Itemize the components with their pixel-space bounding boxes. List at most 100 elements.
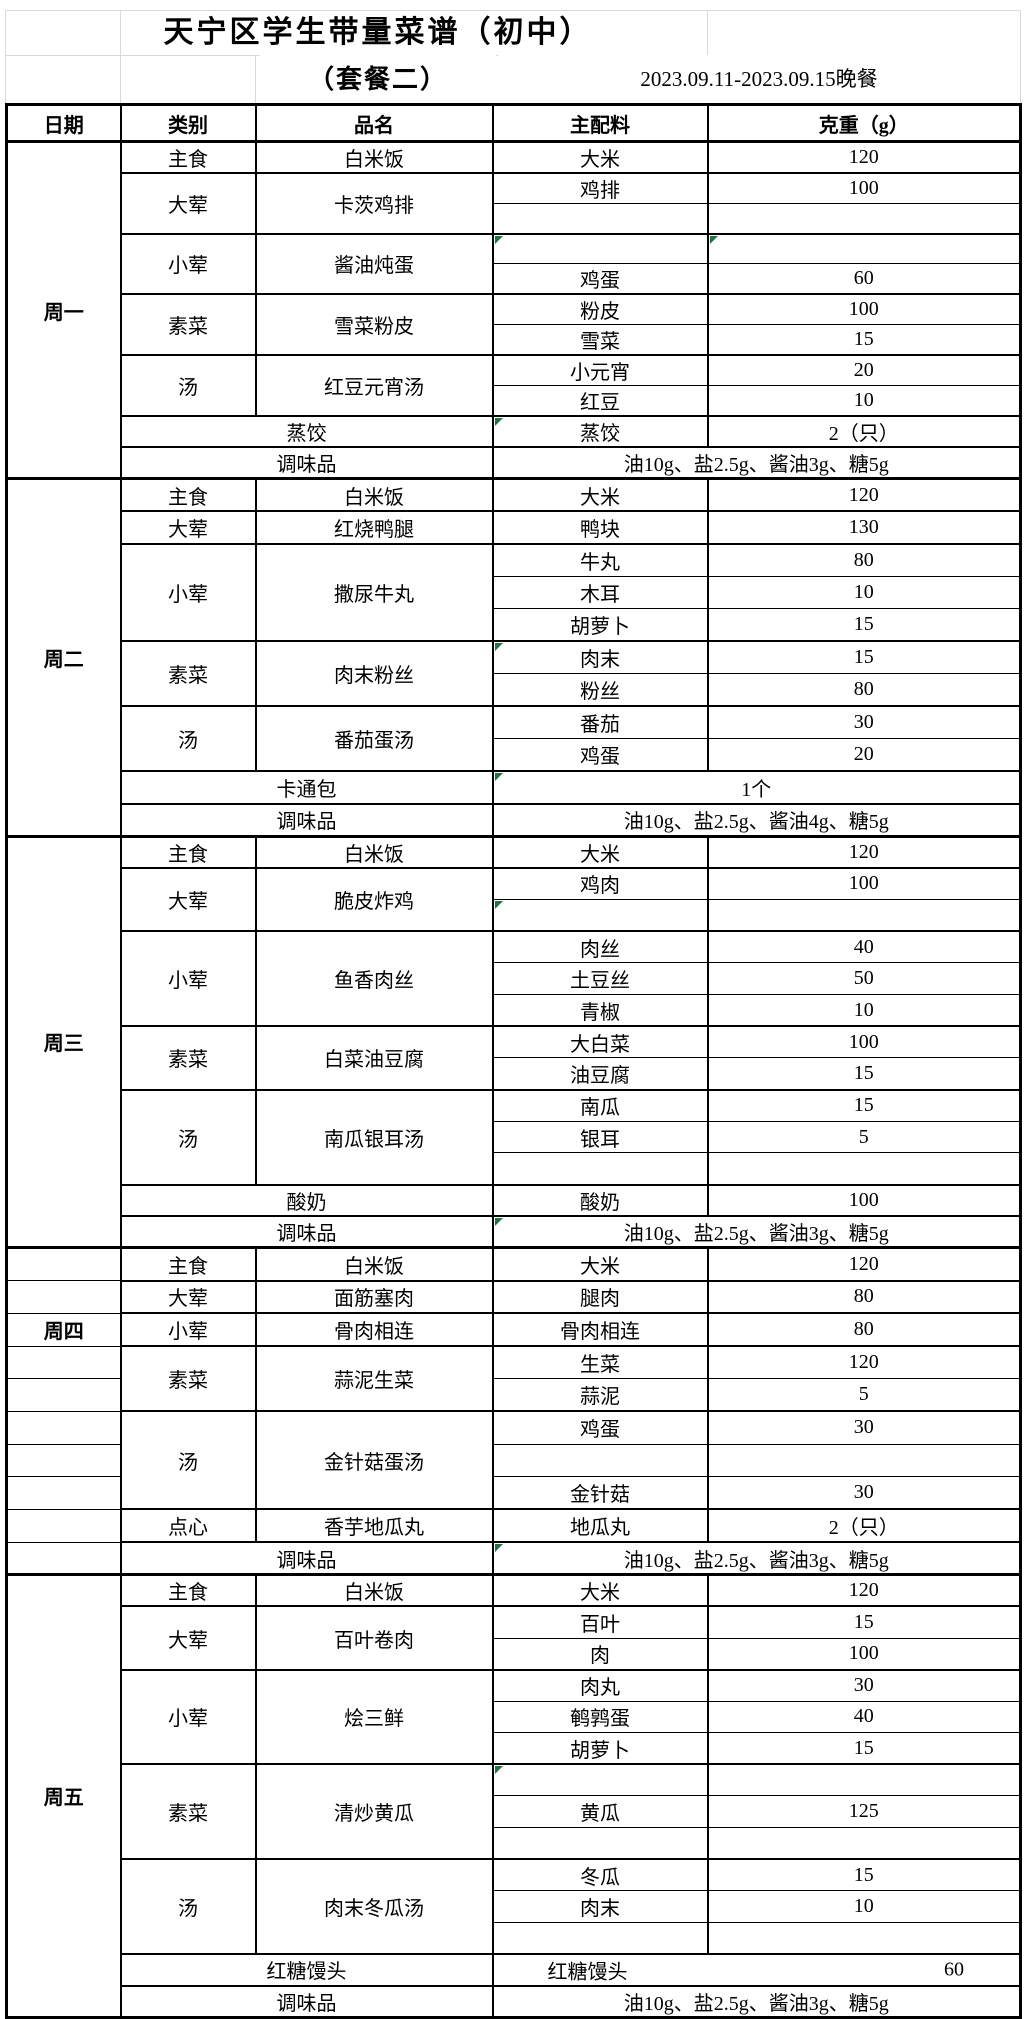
menu-row: 卡通包 1个 <box>7 770 1022 804</box>
dish-cell: 白米饭 <box>254 140 494 174</box>
ingredient-cell <box>491 1763 709 1797</box>
merged-value-cell: 油10g、盐2.5g、酱油3g、糖5g <box>491 1541 1022 1576</box>
ingredient-cell: 大米 <box>491 834 709 869</box>
menu-row: 红豆 10 <box>7 385 1022 417</box>
menu-row: 黄瓜 125 <box>7 1795 1022 1829</box>
ingredient-cell: 鸡蛋 <box>491 738 709 772</box>
ingredient-cell: 鹌鹑蛋 <box>491 1700 709 1734</box>
merged-value-cell: 油10g、盐2.5g、酱油3g、糖5g <box>491 446 1022 479</box>
weight-cell <box>706 898 1022 932</box>
category-cell: 汤 <box>119 1088 257 1186</box>
menu-row: 蒸饺 蒸饺 2（只） <box>7 415 1022 448</box>
weight-cell: 30 <box>706 1668 1022 1702</box>
menu-row: 大荤 面筋塞肉 腿肉 80 <box>5 1279 1022 1314</box>
category-cell: 小荤 <box>119 232 257 295</box>
category-cell: 汤 <box>119 705 257 772</box>
menu-row: 调味品 油10g、盐2.5g、酱油3g、糖5g <box>7 1984 1022 2018</box>
menu-row: 素菜 清炒黄瓜 <box>7 1763 1022 1860</box>
page-subtitle: （套餐二） <box>260 55 496 104</box>
weight-cell: 50 <box>706 962 1022 995</box>
dish-cell: 百叶卷肉 <box>254 1605 494 1671</box>
weight-cell: 120 <box>706 477 1022 512</box>
weight-cell: 20 <box>706 354 1022 386</box>
category-cell: 大荤 <box>119 172 257 234</box>
ingredient-cell: 青椒 <box>491 993 709 1027</box>
ingredient-cell: 地瓜丸 <box>491 1508 709 1543</box>
day-cell <box>5 1378 122 1412</box>
menu-row <box>7 898 1022 932</box>
menu-row: 肉 100 <box>7 1637 1022 1671</box>
weight-cell: 10 <box>706 575 1022 609</box>
ingredient-cell: 冬瓜 <box>491 1858 709 1892</box>
menu-row: 大荤 红烧鸭腿 鸭块 130 <box>7 510 1022 544</box>
ingredient-cell <box>491 1443 709 1478</box>
dish-cell: 白米饭 <box>254 834 494 869</box>
category-cell: 汤 <box>119 1410 257 1510</box>
weight-cell: 130 <box>706 510 1022 544</box>
weight-cell: 120 <box>706 140 1022 174</box>
category-cell: 主食 <box>119 1246 257 1282</box>
ingredient-cell: 肉末 <box>491 640 709 674</box>
menu-row: 汤番茄蛋汤 番茄 30 <box>7 705 1022 772</box>
ingredient-cell: 鸭块 <box>491 510 709 544</box>
menu-row: 油豆腐 15 <box>7 1057 1022 1090</box>
ingredient-cell: 番茄 <box>491 705 709 739</box>
ingredient-cell: 大米 <box>491 140 709 174</box>
extra-label-cell: 调味品 <box>119 446 494 479</box>
weight-cell: 80 <box>706 1312 1022 1347</box>
menu-row: 周一 主食 白米饭 大米 120 <box>5 140 1022 479</box>
menu-row: 调味品 油10g、盐2.5g、酱油3g、糖5g <box>5 1541 1022 1576</box>
ingredient-cell: 大米 <box>491 477 709 512</box>
weight-cell: 5 <box>706 1378 1022 1412</box>
category-cell: 小荤 <box>119 1312 257 1347</box>
weight-cell <box>706 1921 1022 1955</box>
ingredient-cell: 小元宵 <box>491 354 709 386</box>
weight-cell: 15 <box>706 1088 1022 1122</box>
ingredient-cell: 油豆腐 <box>491 1057 709 1090</box>
category-cell: 主食 <box>119 140 257 174</box>
menu-row: 鸡蛋 20 <box>7 738 1022 772</box>
menu-row: 调味品 油10g、盐2.5g、酱油3g、糖5g <box>7 1215 1022 1249</box>
menu-row: 调味品 油10g、盐2.5g、酱油4g、糖5g <box>7 802 1022 837</box>
weight-cell <box>706 1152 1022 1186</box>
day-cell: 周二 <box>5 477 122 837</box>
weight-cell: 15 <box>706 1605 1022 1639</box>
menu-row: 大荤 百叶卷肉 百叶 15 <box>7 1605 1022 1671</box>
menu-row: 鹌鹑蛋 40 <box>7 1700 1022 1734</box>
ingredient-cell: 粉丝 <box>491 673 709 707</box>
extra-label-cell: 红糖馒头 <box>119 1952 494 1987</box>
category-cell: 小荤 <box>119 1668 257 1765</box>
weight-cell: 30 <box>706 1410 1022 1445</box>
dish-cell: 鱼香肉丝 <box>254 930 494 1027</box>
weight-cell: 30 <box>706 705 1022 739</box>
menu-row: 调味品 油10g、盐2.5g、酱油3g、糖5g <box>7 446 1022 479</box>
ingredient-cell: 酸奶 <box>491 1183 709 1217</box>
dish-cell: 白米饭 <box>254 1573 494 1607</box>
ingredient-cell: 生菜 <box>491 1345 709 1380</box>
ingredient-cell: 鸡排 <box>491 172 709 204</box>
extra-label-cell: 酸奶 <box>119 1183 494 1217</box>
ingredient-cell: 牛丸 <box>491 542 709 577</box>
category-cell: 素菜 <box>119 293 257 356</box>
weight-cell: 100 <box>706 1025 1022 1059</box>
weight-cell: 120 <box>706 1246 1022 1282</box>
category-cell: 素菜 <box>119 640 257 707</box>
menu-row: 点心 香芋地瓜丸 地瓜丸 2（只） <box>5 1508 1022 1543</box>
extra-weight-value: 60 <box>944 1958 964 1981</box>
ingredient-cell: 雪菜 <box>491 324 709 356</box>
category-cell: 大荤 <box>119 1279 257 1314</box>
ingredient-cell: 金针菇 <box>491 1476 709 1510</box>
dish-cell: 白米饭 <box>254 1246 494 1282</box>
menu-row: 周二 主食 白米饭 大米 120 <box>5 477 1022 837</box>
weight-cell: 40 <box>706 1700 1022 1734</box>
menu-row: 银耳 5 <box>7 1120 1022 1154</box>
weight-cell: 15 <box>706 1732 1022 1765</box>
ingredient-cell: 鸡蛋 <box>491 263 709 295</box>
menu-row <box>7 203 1022 234</box>
ingredient-cell <box>491 1152 709 1186</box>
extra-ingredient-label: 红糖馒头 <box>547 1961 628 1984</box>
category-cell: 汤 <box>119 354 257 417</box>
menu-row: 汤南瓜银耳汤 南瓜 15 <box>7 1088 1022 1186</box>
weight-cell: 80 <box>706 1279 1022 1314</box>
weight-cell: 15 <box>706 1057 1022 1090</box>
